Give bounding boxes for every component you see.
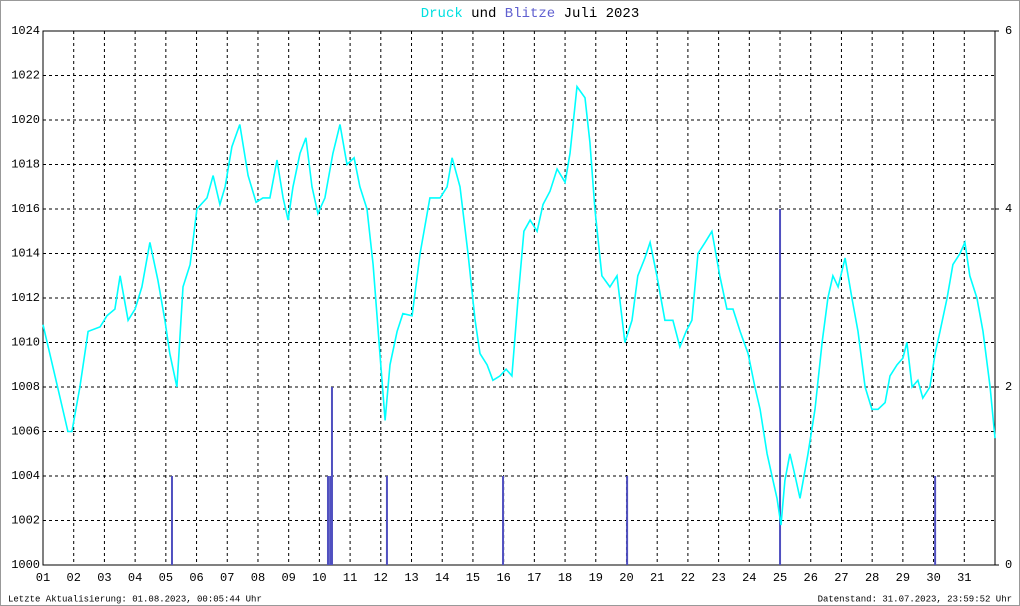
- y-tick-label: 1004: [11, 469, 40, 483]
- lightning-bar: [329, 476, 332, 565]
- x-tick-label: 25: [773, 571, 787, 585]
- x-tick-label: 21: [650, 571, 664, 585]
- x-tick-label: 17: [527, 571, 541, 585]
- chart-title: Druck und Blitze Juli 2023: [421, 6, 640, 22]
- x-tick-label: 18: [558, 571, 572, 585]
- title-blitze: Blitze: [505, 6, 555, 22]
- y-tick-label: 1022: [11, 69, 40, 83]
- x-tick-label: 20: [619, 571, 633, 585]
- y-tick-label: 1024: [11, 24, 40, 38]
- pressure-line: [42, 84, 996, 526]
- title-period: Juli 2023: [564, 6, 640, 22]
- x-tick-label: 06: [189, 571, 203, 585]
- x-tick-label: 02: [67, 571, 81, 585]
- x-tick-label: 29: [896, 571, 910, 585]
- y-tick-label: 1010: [11, 336, 40, 350]
- lightning-bar: [779, 209, 782, 565]
- x-tick-label: 10: [312, 571, 326, 585]
- y2-tick-label: 2: [1005, 380, 1012, 394]
- y-tick-label: 1020: [11, 113, 40, 127]
- x-tick-label: 23: [711, 571, 725, 585]
- x-tick-label: 27: [834, 571, 848, 585]
- y-tick-label: 1014: [11, 247, 40, 261]
- x-tick-label: 24: [742, 571, 756, 585]
- x-tick-label: 08: [251, 571, 265, 585]
- x-tick-label: 07: [220, 571, 234, 585]
- x-tick-label: 12: [374, 571, 388, 585]
- lightning-bar: [326, 476, 329, 565]
- y-tick-label: 1008: [11, 380, 40, 394]
- x-tick-label: 14: [435, 571, 449, 585]
- footer-left: Letzte Aktualisierung: 01.08.2023, 00:05…: [8, 594, 262, 604]
- x-tick-label: 03: [97, 571, 111, 585]
- x-tick-label: 09: [281, 571, 295, 585]
- y-tick-label: 1018: [11, 158, 40, 172]
- x-tick-label: 13: [404, 571, 418, 585]
- footer-right: Datenstand: 31.07.2023, 23:59:52 Uhr: [818, 594, 1012, 604]
- lightning-bar: [934, 476, 937, 565]
- y2-tick-label: 4: [1005, 202, 1012, 216]
- x-tick-label: 22: [681, 571, 695, 585]
- y-tick-label: 1000: [11, 558, 40, 572]
- y2-tick-label: 0: [1005, 558, 1012, 572]
- lightning-bar: [502, 476, 505, 565]
- x-tick-label: 31: [957, 571, 971, 585]
- y-tick-label: 1002: [11, 514, 40, 528]
- x-tick-label: 19: [589, 571, 603, 585]
- y-tick-label: 1016: [11, 202, 40, 216]
- x-tick-label: 04: [128, 571, 142, 585]
- lightning-bar: [385, 476, 388, 565]
- x-tick-label: 01: [36, 571, 50, 585]
- title-und: und: [471, 6, 496, 22]
- lightning-bar: [170, 476, 173, 565]
- y2-tick-label: 6: [1005, 24, 1012, 38]
- y-tick-label: 1012: [11, 291, 40, 305]
- plot-border: [42, 30, 996, 566]
- x-tick-label: 26: [804, 571, 818, 585]
- y-tick-label: 1006: [11, 425, 40, 439]
- lightning-bar: [626, 476, 629, 565]
- title-druck: Druck: [421, 6, 463, 22]
- x-tick-label: 15: [466, 571, 480, 585]
- x-tick-label: 05: [159, 571, 173, 585]
- x-tick-label: 16: [496, 571, 510, 585]
- lightning-bar: [330, 387, 333, 565]
- x-tick-label: 28: [865, 571, 879, 585]
- x-tick-label: 30: [926, 571, 940, 585]
- x-tick-label: 11: [343, 571, 357, 585]
